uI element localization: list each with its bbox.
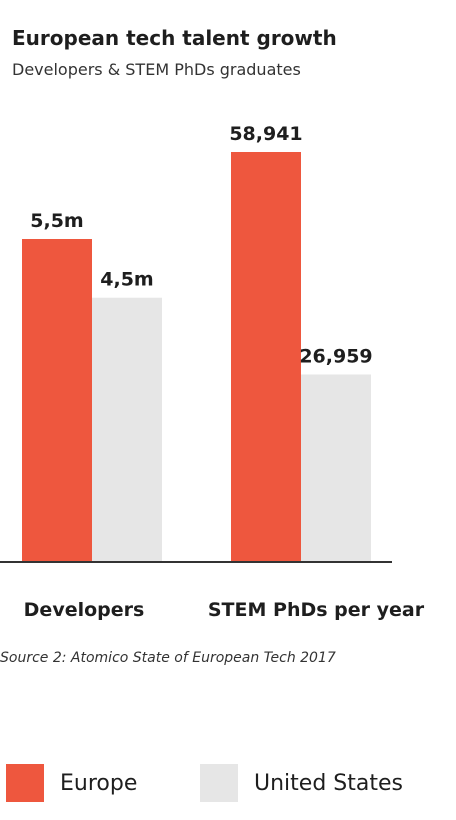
- legend-label-europe: Europe: [60, 770, 138, 796]
- chart-title: European tech talent growth: [12, 26, 337, 50]
- chart-subtitle: Developers & STEM PhDs graduates: [12, 60, 301, 79]
- legend: Europe United States: [0, 760, 456, 806]
- legend-item-europe: Europe: [6, 760, 137, 806]
- category-label-stem-phds-per-year: STEM PhDs per year: [208, 599, 425, 621]
- bar-stem-phds-per-year-united-states: [301, 374, 371, 562]
- category-label-developers: Developers: [24, 599, 145, 621]
- bar-chart: 5,5m 4,5m Developers 58,941 26,959 STEM PhDs …: [0, 123, 425, 621]
- legend-label-united-states: United States: [254, 770, 403, 796]
- source-note: Source 2: Atomico State of European Tech…: [0, 650, 336, 666]
- bar-stem-phds-per-year-europe: [231, 152, 301, 562]
- bar-developers-united-states: [92, 297, 162, 562]
- data-label-developers-united-states: 4,5m: [100, 269, 153, 291]
- data-label-stem-phds-per-year-europe: 58,941: [229, 123, 302, 145]
- legend-swatch-united-states: [200, 764, 238, 802]
- data-label-developers-europe: 5,5m: [30, 210, 83, 232]
- data-label-stem-phds-per-year-united-states: 26,959: [299, 345, 372, 367]
- legend-item-united-states: United States: [200, 760, 403, 806]
- bar-developers-europe: [22, 239, 92, 562]
- legend-swatch-europe: [6, 764, 44, 802]
